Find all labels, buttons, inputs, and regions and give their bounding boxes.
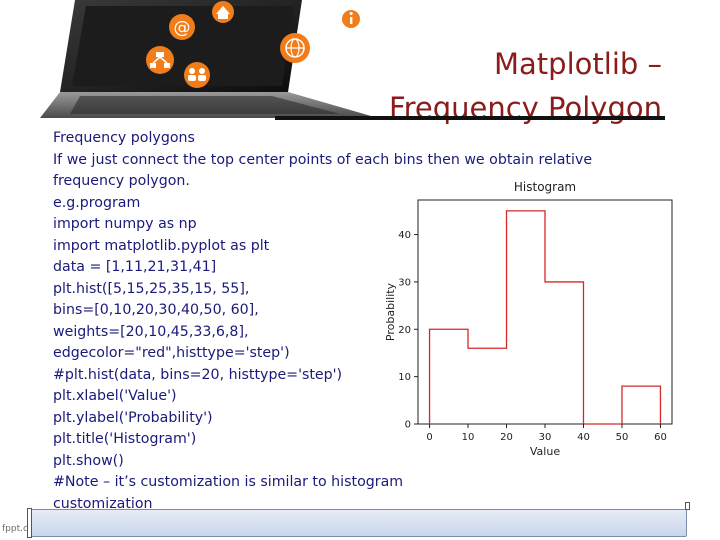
footer-bar [27,502,690,538]
body-line: If we just connect the top center points… [53,151,593,168]
info-icon [342,10,360,28]
code-line: weights=[20,10,45,33,6,8], [53,323,249,340]
x-tick-label: 10 [462,432,475,443]
watermark: fppt.c [2,524,28,534]
y-axis-label: Probability [384,282,397,341]
y-tick-label: 0 [405,420,411,431]
x-tick-label: 20 [500,432,513,443]
network-icon [146,46,174,74]
code-line: plt.show() [53,452,124,469]
slide-body: Frequency polygons If we just connect th… [53,128,613,515]
globe-icon [280,33,310,63]
y-tick-label: 20 [398,325,411,336]
y-tick-label: 30 [398,277,411,288]
y-tick-label: 10 [398,372,411,383]
slide-title-line-1: Matplotlib – [494,47,662,81]
code-line: #plt.hist(data, bins=20, histtype='step'… [53,366,343,383]
chart-title: Histogram [514,180,576,194]
footer-bar-left-cap [27,508,32,538]
laptop-illustration: @ [40,0,378,118]
slide-title-line-2: Frequency Polygon [389,91,662,125]
code-line: plt.ylabel('Probability') [53,409,213,426]
x-tick-label: 0 [426,432,432,443]
users-icon [184,62,210,88]
code-line: bins=[0,10,20,30,40,50, 60], [53,302,259,318]
code-line: plt.title('Histogram') [53,431,197,447]
x-tick-label: 30 [539,432,552,443]
body-line: frequency polygon. [53,173,190,189]
histogram-step-line [428,210,662,425]
code-line: data = [1,11,21,31,41] [53,259,217,275]
y-axis-ticks: 0 10 20 30 40 [398,230,418,431]
email-at-icon: @ [169,14,195,40]
y-tick-label: 40 [398,230,411,241]
note-line: customization [53,495,153,512]
svg-text:@: @ [174,18,191,38]
home-icon [212,1,234,23]
code-line: plt.hist([5,15,25,35,15, 55], [53,280,250,297]
code-line: import numpy as np [53,216,197,232]
x-tick-label: 40 [577,432,590,443]
title-divider [275,116,665,120]
body-line: Frequency polygons [53,130,195,146]
code-line: plt.xlabel('Value') [53,388,177,404]
code-line: import matplotlib.pyplot as plt [53,237,270,254]
code-line: edgecolor="red",histtype='step') [53,345,290,361]
note-line: #Note – it’s customization is similar to… [53,474,404,490]
x-axis-label: Value [530,445,560,458]
footer-bar-right-cap [685,502,690,510]
x-tick-label: 50 [616,432,629,443]
x-axis-ticks: 0 10 20 30 40 50 60 [426,424,667,443]
body-line: e.g.program [53,194,141,211]
x-tick-label: 60 [654,432,667,443]
